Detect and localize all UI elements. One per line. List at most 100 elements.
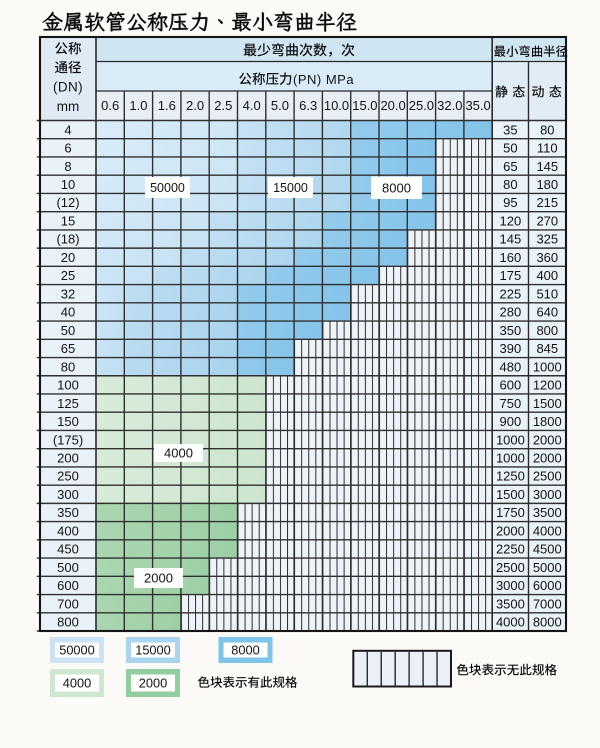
svg-text:600: 600 bbox=[57, 578, 79, 593]
svg-text:1200: 1200 bbox=[533, 378, 562, 393]
svg-text:6.3: 6.3 bbox=[299, 98, 317, 113]
svg-text:1500: 1500 bbox=[496, 487, 525, 502]
svg-text:110: 110 bbox=[537, 141, 558, 156]
svg-text:900: 900 bbox=[500, 414, 522, 429]
svg-text:500: 500 bbox=[57, 560, 79, 575]
svg-text:(18): (18) bbox=[56, 232, 79, 247]
svg-text:80: 80 bbox=[540, 122, 554, 137]
svg-text:20.0: 20.0 bbox=[380, 98, 405, 113]
svg-text:(PN) MPa: (PN) MPa bbox=[293, 72, 354, 87]
svg-text:15000: 15000 bbox=[135, 643, 171, 658]
svg-text:80: 80 bbox=[61, 359, 75, 374]
svg-text:7000: 7000 bbox=[533, 596, 562, 611]
svg-text:480: 480 bbox=[500, 359, 522, 374]
svg-text:(12): (12) bbox=[56, 195, 79, 210]
svg-text:145: 145 bbox=[536, 159, 558, 174]
svg-text:4000: 4000 bbox=[164, 446, 193, 461]
svg-text:3500: 3500 bbox=[533, 505, 562, 520]
svg-text:225: 225 bbox=[500, 286, 522, 301]
svg-text:125: 125 bbox=[57, 396, 79, 411]
svg-text:1.6: 1.6 bbox=[158, 98, 176, 113]
svg-text:32: 32 bbox=[61, 286, 75, 301]
svg-text:50000: 50000 bbox=[59, 643, 95, 658]
svg-text:32.0: 32.0 bbox=[437, 98, 462, 113]
svg-text:10.0: 10.0 bbox=[324, 98, 349, 113]
svg-text:800: 800 bbox=[57, 615, 79, 630]
svg-text:270: 270 bbox=[536, 214, 558, 229]
svg-text:4: 4 bbox=[64, 122, 71, 137]
svg-text:3000: 3000 bbox=[533, 487, 562, 502]
svg-text:35.0: 35.0 bbox=[465, 98, 490, 113]
svg-text:5000: 5000 bbox=[533, 560, 562, 575]
svg-text:4000: 4000 bbox=[533, 523, 562, 538]
svg-text:80: 80 bbox=[503, 177, 517, 192]
svg-text:180: 180 bbox=[536, 177, 558, 192]
svg-text:6: 6 bbox=[64, 141, 71, 156]
svg-text:1.0: 1.0 bbox=[129, 98, 147, 113]
svg-text:120: 120 bbox=[500, 214, 522, 229]
svg-text:3500: 3500 bbox=[496, 596, 525, 611]
svg-text:215: 215 bbox=[536, 195, 558, 210]
svg-text:65: 65 bbox=[503, 159, 517, 174]
svg-text:800: 800 bbox=[536, 323, 558, 338]
svg-text:100: 100 bbox=[57, 378, 79, 393]
svg-text:400: 400 bbox=[536, 268, 558, 283]
svg-text:250: 250 bbox=[57, 469, 79, 484]
svg-text:175: 175 bbox=[500, 268, 522, 283]
svg-text:145: 145 bbox=[500, 232, 522, 247]
svg-text:2500: 2500 bbox=[496, 560, 525, 575]
svg-text:mm: mm bbox=[57, 99, 80, 114]
svg-text:50: 50 bbox=[61, 323, 75, 338]
svg-text:600: 600 bbox=[500, 378, 522, 393]
svg-text:20: 20 bbox=[61, 250, 75, 265]
svg-text:3000: 3000 bbox=[496, 578, 525, 593]
svg-text:35: 35 bbox=[503, 122, 517, 137]
svg-text:5.0: 5.0 bbox=[271, 98, 289, 113]
svg-text:1000: 1000 bbox=[496, 432, 525, 447]
svg-text:510: 510 bbox=[536, 286, 558, 301]
svg-text:150: 150 bbox=[57, 414, 79, 429]
svg-text:25: 25 bbox=[61, 268, 75, 283]
svg-text:750: 750 bbox=[500, 396, 522, 411]
svg-text:8000: 8000 bbox=[231, 643, 259, 658]
svg-text:700: 700 bbox=[57, 596, 79, 611]
svg-text:(175): (175) bbox=[53, 432, 83, 447]
svg-text:845: 845 bbox=[536, 341, 558, 356]
svg-text:95: 95 bbox=[503, 195, 517, 210]
svg-text:10: 10 bbox=[61, 177, 75, 192]
svg-text:15.0: 15.0 bbox=[352, 98, 377, 113]
svg-text:4000: 4000 bbox=[496, 615, 525, 630]
svg-text:8000: 8000 bbox=[533, 615, 562, 630]
svg-text:280: 280 bbox=[500, 305, 522, 320]
svg-text:0.6: 0.6 bbox=[101, 98, 119, 113]
svg-text:2000: 2000 bbox=[139, 676, 167, 691]
svg-text:2000: 2000 bbox=[144, 571, 173, 586]
svg-text:6000: 6000 bbox=[533, 578, 562, 593]
svg-text:350: 350 bbox=[57, 505, 79, 520]
svg-text:2000: 2000 bbox=[533, 451, 562, 466]
svg-text:2.5: 2.5 bbox=[214, 98, 232, 113]
svg-text:2000: 2000 bbox=[533, 432, 562, 447]
svg-text:1500: 1500 bbox=[533, 396, 562, 411]
svg-text:2500: 2500 bbox=[533, 469, 562, 484]
svg-text:1250: 1250 bbox=[496, 469, 525, 484]
svg-text:25.0: 25.0 bbox=[409, 98, 434, 113]
svg-text:160: 160 bbox=[500, 250, 522, 265]
svg-text:390: 390 bbox=[500, 341, 522, 356]
svg-text:4000: 4000 bbox=[63, 676, 91, 691]
svg-text:640: 640 bbox=[536, 305, 558, 320]
svg-text:200: 200 bbox=[57, 451, 79, 466]
svg-text:50: 50 bbox=[503, 141, 517, 156]
svg-text:325: 325 bbox=[536, 232, 558, 247]
svg-text:1000: 1000 bbox=[496, 451, 525, 466]
svg-text:8000: 8000 bbox=[382, 180, 411, 195]
svg-text:2250: 2250 bbox=[496, 542, 525, 557]
svg-text:15000: 15000 bbox=[273, 181, 308, 195]
svg-text:50000: 50000 bbox=[150, 181, 185, 195]
svg-text:450: 450 bbox=[57, 542, 79, 557]
svg-text:1000: 1000 bbox=[533, 359, 562, 374]
svg-text:2.0: 2.0 bbox=[186, 98, 204, 113]
svg-text:(DN): (DN) bbox=[53, 79, 83, 94]
svg-text:350: 350 bbox=[500, 323, 522, 338]
svg-text:15: 15 bbox=[61, 214, 75, 229]
